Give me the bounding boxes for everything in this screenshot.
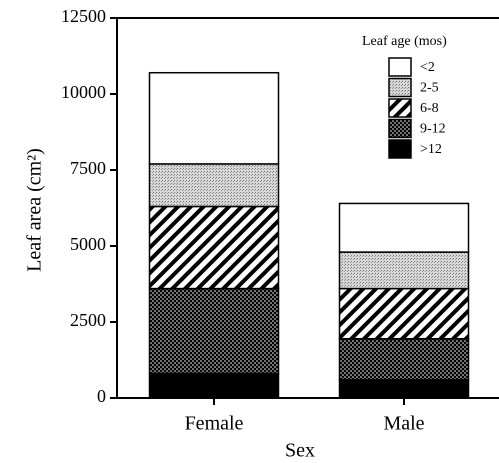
legend-swatch (388, 98, 412, 118)
y-tick-label: 2500 (70, 310, 106, 330)
bar-segment (148, 163, 280, 208)
y-axis-title: Leaf area (cm²) (24, 148, 46, 272)
legend-swatch (388, 118, 412, 139)
y-tick-label: 10000 (61, 82, 106, 102)
bar-segment (338, 379, 470, 399)
bar-segment (338, 202, 470, 253)
bar-segment (338, 251, 470, 290)
y-tick-label: 5000 (70, 234, 106, 254)
bar-segment (338, 287, 470, 340)
x-axis-title: Sex (285, 440, 315, 462)
legend-label: 9-12 (420, 122, 446, 137)
legend-label: 6-8 (420, 101, 439, 116)
y-tick-label: 12500 (61, 6, 106, 26)
legend-label: >12 (420, 142, 442, 157)
legend-swatch (388, 57, 412, 77)
x-tick-label: Male (383, 413, 424, 435)
bar-segment (148, 287, 280, 375)
legend-label: <2 (420, 60, 435, 75)
bar-segment (148, 205, 280, 290)
legend-title: Leaf age (mos) (362, 34, 447, 49)
y-tick-label: 0 (97, 386, 106, 406)
bar-segment (338, 337, 470, 381)
bar-segment (148, 71, 280, 165)
x-tick-label: Female (185, 413, 244, 435)
legend-label: 2-5 (420, 81, 439, 96)
legend-swatch (388, 139, 412, 159)
y-tick-label: 7500 (70, 158, 106, 178)
bar-segment (148, 372, 280, 399)
legend-swatch (388, 77, 412, 98)
